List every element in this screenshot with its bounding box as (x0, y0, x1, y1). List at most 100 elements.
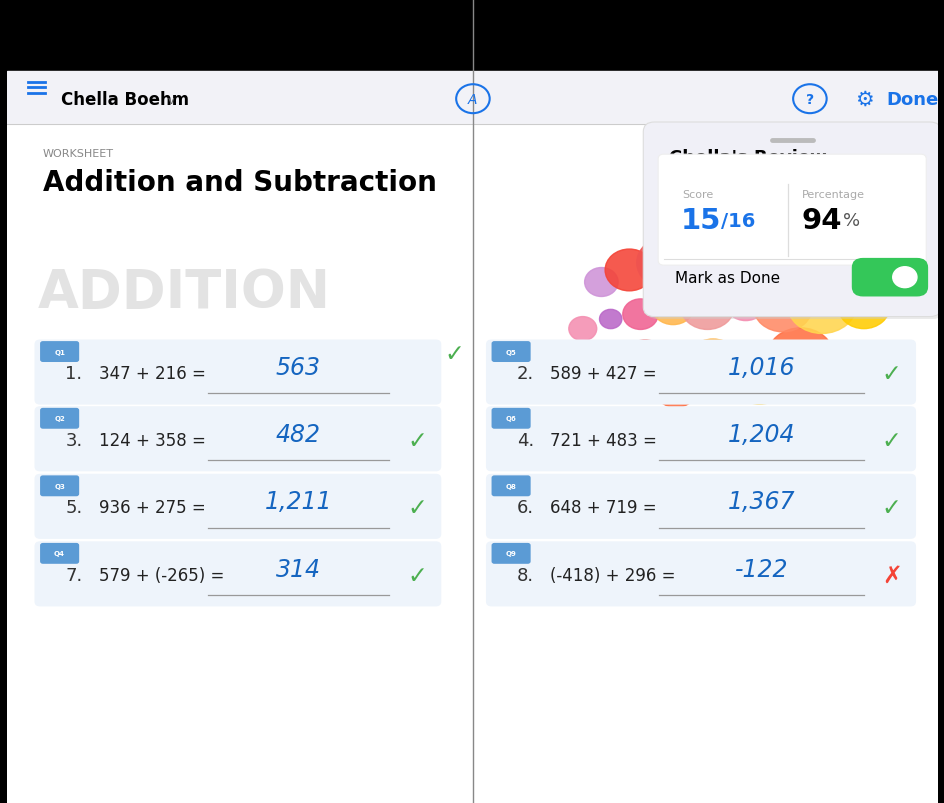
Text: Score: Score (683, 190, 714, 200)
Circle shape (735, 363, 784, 405)
Circle shape (756, 227, 838, 298)
Text: 94: 94 (801, 207, 842, 234)
Circle shape (654, 371, 698, 408)
Text: 1,016: 1,016 (728, 356, 795, 380)
Text: 6.: 6. (516, 499, 533, 516)
Text: 5.: 5. (65, 499, 82, 516)
Text: Chella's Review: Chella's Review (669, 149, 827, 167)
FancyBboxPatch shape (492, 544, 531, 565)
Text: ✓: ✓ (407, 563, 427, 587)
FancyBboxPatch shape (40, 475, 79, 496)
Circle shape (534, 357, 548, 369)
Circle shape (753, 281, 813, 332)
Text: 7.: 7. (65, 566, 82, 584)
Text: Q8: Q8 (506, 483, 516, 489)
Circle shape (725, 286, 767, 321)
Circle shape (514, 341, 533, 357)
Text: Q9: Q9 (506, 551, 516, 556)
Text: 8.: 8. (516, 566, 533, 584)
FancyBboxPatch shape (35, 406, 441, 471)
Circle shape (681, 283, 734, 330)
FancyBboxPatch shape (492, 408, 531, 429)
FancyBboxPatch shape (486, 406, 916, 471)
Text: 1,367: 1,367 (728, 490, 795, 514)
Text: ✓: ✓ (407, 428, 427, 452)
Circle shape (584, 268, 618, 297)
Circle shape (605, 355, 635, 381)
Bar (8, 72, 938, 124)
FancyBboxPatch shape (35, 340, 441, 405)
Text: 589 + 427 =: 589 + 427 = (550, 365, 657, 382)
Text: %: % (843, 212, 861, 230)
Text: 721 + 483 =: 721 + 483 = (550, 431, 657, 449)
Text: 563: 563 (276, 356, 321, 380)
Circle shape (725, 243, 779, 290)
Circle shape (838, 284, 890, 329)
Text: Mark as Done: Mark as Done (675, 271, 780, 286)
Circle shape (623, 300, 658, 330)
Circle shape (569, 317, 597, 341)
FancyBboxPatch shape (40, 544, 79, 565)
Text: WORKSHEET: WORKSHEET (42, 149, 114, 159)
Text: 482: 482 (276, 422, 321, 446)
Text: Q5: Q5 (506, 349, 516, 355)
Circle shape (684, 340, 742, 389)
Text: ✓: ✓ (882, 495, 902, 520)
Text: ADDITION: ADDITION (38, 267, 330, 319)
Text: A: A (468, 92, 478, 107)
FancyBboxPatch shape (40, 408, 79, 429)
Text: Q3: Q3 (54, 483, 65, 489)
Text: Q2: Q2 (54, 416, 65, 422)
Text: (-418) + 296 =: (-418) + 296 = (550, 566, 676, 584)
Circle shape (599, 310, 622, 329)
Text: Chella Boehm: Chella Boehm (61, 91, 190, 108)
Bar (8, 124, 938, 803)
Text: 15: 15 (681, 207, 721, 234)
Text: Addition and Subtraction: Addition and Subtraction (42, 169, 437, 196)
Circle shape (672, 232, 743, 293)
Text: ⚙: ⚙ (855, 90, 874, 109)
Circle shape (651, 288, 695, 325)
Text: 124 + 358 =: 124 + 358 = (99, 431, 206, 449)
Circle shape (893, 267, 917, 288)
Text: ?: ? (806, 92, 814, 107)
Text: /16: /16 (721, 211, 756, 230)
FancyBboxPatch shape (486, 542, 916, 607)
Text: -122: -122 (734, 557, 788, 581)
FancyBboxPatch shape (35, 542, 441, 607)
FancyBboxPatch shape (486, 474, 916, 540)
FancyBboxPatch shape (658, 155, 926, 266)
Text: 648 + 719 =: 648 + 719 = (550, 499, 657, 516)
Text: 347 + 216 =: 347 + 216 = (99, 365, 206, 382)
FancyBboxPatch shape (486, 340, 916, 405)
Circle shape (552, 348, 562, 356)
FancyBboxPatch shape (492, 342, 531, 363)
FancyBboxPatch shape (851, 259, 928, 297)
Text: 579 + (-265) =: 579 + (-265) = (99, 566, 224, 584)
Circle shape (637, 238, 697, 289)
Text: ✓: ✓ (882, 428, 902, 452)
Text: ✓: ✓ (882, 361, 902, 385)
Circle shape (822, 341, 878, 389)
FancyBboxPatch shape (35, 474, 441, 540)
Text: 2.: 2. (516, 365, 534, 382)
FancyBboxPatch shape (40, 342, 79, 363)
Text: Q1: Q1 (54, 349, 65, 355)
FancyBboxPatch shape (492, 475, 531, 496)
Text: ✗: ✗ (882, 563, 902, 587)
Text: ✓: ✓ (445, 341, 464, 365)
Text: 1,211: 1,211 (264, 490, 332, 514)
Circle shape (820, 238, 885, 295)
Text: Q4: Q4 (54, 551, 65, 556)
Circle shape (767, 328, 834, 386)
Text: 4.: 4. (516, 431, 534, 449)
Text: ✓: ✓ (407, 495, 427, 520)
Circle shape (605, 250, 653, 291)
FancyBboxPatch shape (646, 125, 944, 320)
Text: Done: Done (886, 91, 938, 108)
Text: Percentage: Percentage (801, 190, 865, 200)
Text: v: v (168, 96, 175, 106)
Bar (8, 0, 938, 96)
Text: 3.: 3. (65, 431, 82, 449)
FancyBboxPatch shape (643, 123, 941, 317)
